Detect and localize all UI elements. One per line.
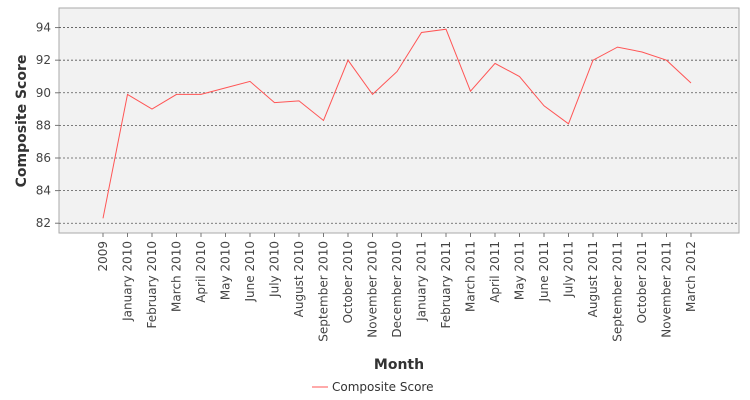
x-tick-label: October 2010: [341, 241, 355, 323]
x-tick-label: November 2010: [366, 241, 380, 338]
grid-lines: [59, 27, 739, 224]
x-tick-label: October 2011: [635, 241, 649, 323]
x-tick-label: July 2010: [268, 241, 282, 298]
x-tick-label: February 2011: [439, 241, 453, 329]
y-tick-label: 94: [36, 21, 51, 35]
x-axis-ticks: 2009 January 2010 February 2010 March 2010 A…: [96, 233, 698, 342]
x-tick-label: February 2010: [145, 241, 159, 329]
x-tick-label: January 2010: [121, 241, 135, 322]
x-tick-label: April 2010: [194, 241, 208, 303]
x-tick-label: May 2010: [219, 241, 233, 300]
y-tick-label: 86: [36, 151, 51, 165]
x-tick-label: December 2010: [390, 241, 404, 338]
x-tick-label: March 2010: [170, 241, 184, 312]
x-tick-label: June 2011: [537, 241, 551, 303]
x-tick-label: March 2011: [464, 241, 478, 312]
x-tick-label: January 2011: [415, 241, 429, 322]
y-axis-ticks: 82 84 86 88 90 92 94: [36, 21, 59, 230]
y-tick-label: 88: [36, 118, 51, 132]
y-axis-title: Composite Score: [14, 55, 30, 188]
x-tick-label: April 2011: [488, 241, 502, 303]
series-layer: [102, 28, 692, 219]
legend: Composite Score: [312, 380, 433, 394]
x-axis-title: Month: [374, 357, 424, 373]
x-tick-label: July 2011: [562, 241, 576, 298]
x-tick-label: August 2010: [292, 241, 306, 317]
x-tick-label: September 2011: [611, 241, 625, 342]
x-tick-label: November 2011: [660, 241, 674, 338]
x-tick-label: August 2011: [586, 241, 600, 317]
x-tick-label: June 2010: [243, 241, 257, 303]
legend-label: Composite Score: [332, 380, 433, 394]
y-tick-label: 90: [36, 86, 51, 100]
series-line: [102, 28, 692, 219]
x-tick-label: March 2012: [684, 241, 698, 312]
x-tick-label: May 2011: [513, 241, 527, 300]
y-tick-label: 82: [36, 216, 51, 230]
plot-area: [58, 7, 740, 234]
y-tick-label: 92: [36, 53, 51, 67]
y-tick-label: 84: [36, 184, 51, 198]
x-tick-label: 2009: [96, 241, 110, 272]
x-tick-label: September 2010: [317, 241, 331, 342]
